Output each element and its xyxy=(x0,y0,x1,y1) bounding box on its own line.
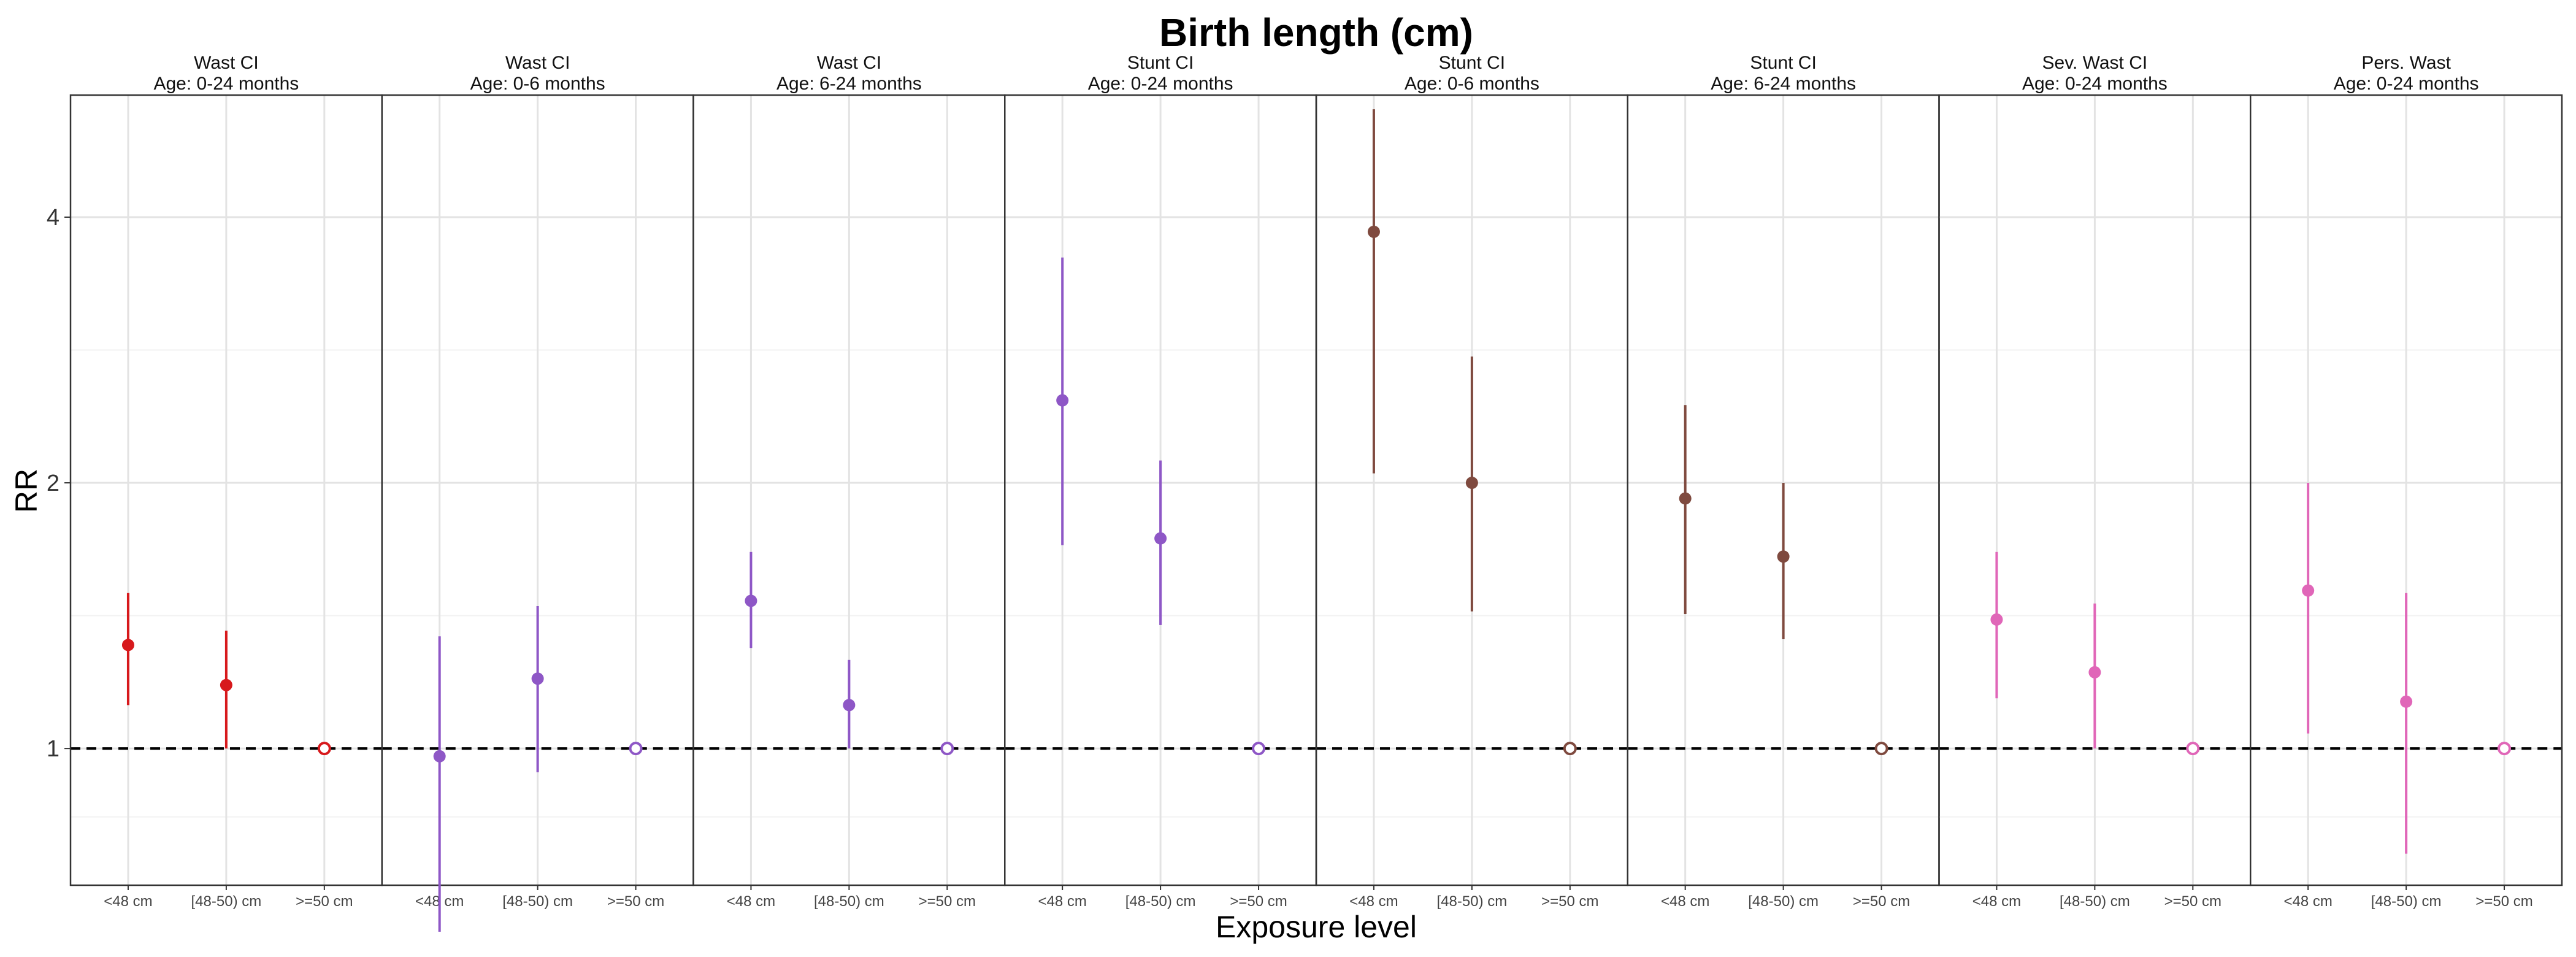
y-tick-label: 4 xyxy=(47,205,59,231)
rr-point xyxy=(2400,695,2413,708)
strip-label-outcome: Pers. Wast xyxy=(2361,53,2451,73)
x-tick-label: <48 cm xyxy=(2283,893,2332,910)
x-tick-label: [48-50) cm xyxy=(191,893,262,910)
x-tick-label: [48-50) cm xyxy=(1125,893,1196,910)
reference-point xyxy=(2497,742,2512,756)
strip-label-outcome: Sev. Wast CI xyxy=(2042,53,2148,73)
rr-point xyxy=(2302,584,2315,597)
rr-point xyxy=(1679,492,1692,505)
x-tick-label: [48-50) cm xyxy=(1748,893,1819,910)
x-tick-label: >=50 cm xyxy=(1541,893,1598,910)
x-tick-label: <48 cm xyxy=(1972,893,2021,910)
rr-point xyxy=(1777,550,1790,563)
x-tick-label: [48-50) cm xyxy=(1437,893,1508,910)
reference-point xyxy=(629,742,643,756)
rr-point xyxy=(531,672,544,685)
strip-label-age: Age: 0-24 months xyxy=(1088,74,1233,94)
strip-label-age: Age: 0-6 months xyxy=(470,74,605,94)
rr-point xyxy=(2088,666,2101,678)
rr-point xyxy=(843,699,856,712)
strip-label-age: Age: 0-24 months xyxy=(2022,74,2168,94)
x-tick-label: >=50 cm xyxy=(1853,893,1910,910)
rr-point xyxy=(121,639,134,651)
x-tick-label: <48 cm xyxy=(1349,893,1398,910)
x-tick-label: >=50 cm xyxy=(607,893,664,910)
strip-label-outcome: Stunt CI xyxy=(1439,53,1505,73)
rr-point xyxy=(745,594,757,607)
strip-label-outcome: Wast CI xyxy=(194,53,259,73)
reference-point xyxy=(1563,742,1577,756)
strip-label-age: Age: 0-24 months xyxy=(153,74,299,94)
x-tick-label: <48 cm xyxy=(1038,893,1086,910)
strip-label-age: Age: 0-24 months xyxy=(2334,74,2479,94)
y-tick-label: 2 xyxy=(47,471,59,496)
x-axis-label: Exposure level xyxy=(1216,910,1417,944)
rr-point xyxy=(1056,394,1069,407)
reference-point xyxy=(2186,742,2200,756)
y-axis-label: RR xyxy=(9,469,44,513)
x-tick-label: <48 cm xyxy=(1661,893,1709,910)
x-tick-label: >=50 cm xyxy=(2475,893,2532,910)
reference-point xyxy=(317,742,331,756)
strip-label-outcome: Stunt CI xyxy=(1127,53,1194,73)
x-tick-label: >=50 cm xyxy=(919,893,976,910)
y-tick-label: 1 xyxy=(47,736,59,762)
rr-point xyxy=(1465,477,1478,490)
strip-label-age: Age: 6-24 months xyxy=(776,74,922,94)
reference-point xyxy=(1874,742,1888,756)
x-tick-label: >=50 cm xyxy=(2164,893,2221,910)
x-tick-label: [48-50) cm xyxy=(2371,893,2442,910)
strip-label-outcome: Stunt CI xyxy=(1750,53,1816,73)
strip-label-age: Age: 6-24 months xyxy=(1711,74,1856,94)
chart-title: Birth length (cm) xyxy=(1159,10,1473,55)
x-tick-label: <48 cm xyxy=(727,893,775,910)
x-tick-label: [48-50) cm xyxy=(2060,893,2130,910)
reference-point xyxy=(940,742,954,756)
rr-point xyxy=(1990,613,2003,626)
x-tick-label: [48-50) cm xyxy=(814,893,884,910)
x-tick-label: >=50 cm xyxy=(296,893,353,910)
strip-label-outcome: Wast CI xyxy=(505,53,570,73)
x-tick-label: [48-50) cm xyxy=(502,893,573,910)
rr-point xyxy=(433,750,446,763)
rr-point xyxy=(1367,225,1380,238)
strip-label-age: Age: 0-6 months xyxy=(1405,74,1539,94)
x-tick-label: <48 cm xyxy=(104,893,152,910)
strip-label-outcome: Wast CI xyxy=(817,53,882,73)
reference-point xyxy=(1252,742,1266,756)
x-tick-label: >=50 cm xyxy=(1230,893,1287,910)
rr-point xyxy=(1154,532,1167,545)
rr-point xyxy=(220,678,232,691)
